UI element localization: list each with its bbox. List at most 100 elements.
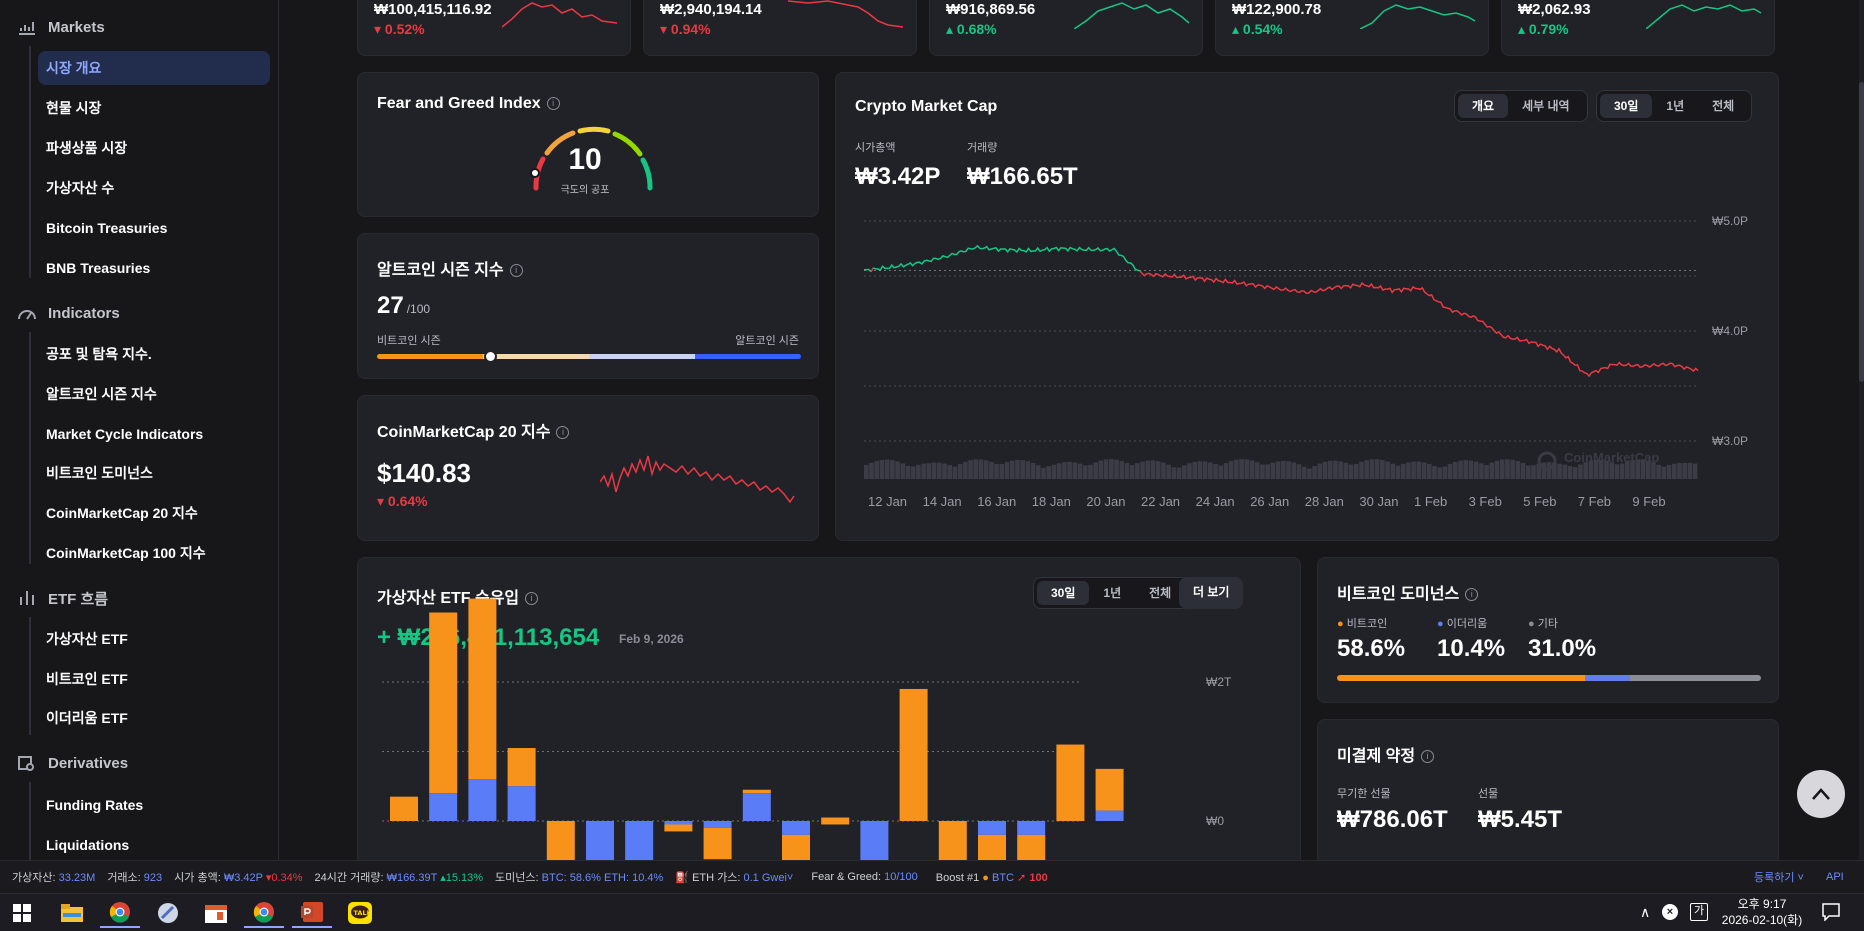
volume-bar [1187, 463, 1192, 479]
tab-breakdown[interactable]: 세부 내역 [1522, 99, 1570, 113]
sidebar-section-indicators[interactable]: Indicators [16, 299, 120, 327]
sidebar-item-cmc100[interactable]: CoinMarketCap 100 지수 [46, 545, 206, 561]
api-link[interactable]: API [1826, 871, 1844, 883]
calendar-app-icon[interactable] [196, 898, 236, 928]
etf-flow-chart[interactable]: ₩2T ₩0 [358, 558, 1302, 860]
status-volume[interactable]: ₩166.39T [386, 872, 438, 884]
tab-overview[interactable]: 개요 [1458, 94, 1509, 118]
ticker-card[interactable]: ₩916,869.56 ▴ 0.68% [929, 0, 1203, 56]
btc-flow-bar [507, 748, 536, 787]
ime-icon[interactable]: 가 [1690, 903, 1708, 921]
info-icon[interactable]: i [525, 592, 539, 606]
btc-flow-bar [1095, 768, 1124, 811]
volume-bar [1056, 463, 1062, 479]
altseason-card[interactable]: 알트코인 시즌 지수 i 27/100 비트코인 시즌 알트코인 시즌 [357, 233, 819, 379]
clock[interactable]: 오후 9:17 2026-02-10(화) [1721, 897, 1803, 927]
volume-bar [1291, 462, 1297, 479]
ticker-card[interactable]: ₩122,900.78 ▴ 0.54% [1215, 0, 1489, 56]
volume-bar [884, 459, 890, 479]
sidebar-section-markets[interactable]: Markets [16, 13, 105, 41]
sidebar-item-btc-dominance[interactable]: 비트코인 도미넌스 [46, 465, 153, 481]
sidebar-item-funding-rates[interactable]: Funding Rates [46, 797, 144, 813]
boost-item[interactable]: Boost #1 ● BTC ➚ 100 [935, 871, 1048, 884]
volume-bar [1254, 462, 1260, 479]
scroll-top-button[interactable] [1797, 770, 1845, 818]
tab-30d[interactable]: 30일 [1037, 581, 1090, 605]
volume-bar [1692, 463, 1698, 479]
etf-flow-card[interactable]: 가상자산 ETF 순유입 i 30일 1년 전체 더 보기 + ₩296,471,… [357, 557, 1301, 860]
status-gas[interactable]: 0.1 Gwei [743, 872, 787, 884]
dominance-card[interactable]: 비트코인 도미넌스 i ● 비트코인 58.6% ● 이더리움 10.4% ● 기… [1317, 557, 1779, 703]
sidebar-item-crypto-etf[interactable]: 가상자산 ETF [46, 631, 128, 647]
sidebar-item-asset-count[interactable]: 가상자산 수 [46, 180, 115, 196]
tab-30d[interactable]: 30일 [1600, 94, 1653, 118]
app-icon[interactable] [148, 898, 188, 928]
sidebar-item-ethereum-etf[interactable]: 이더리움 ETF [46, 710, 128, 726]
info-icon[interactable]: i [546, 97, 560, 111]
info-icon[interactable]: i [556, 426, 570, 440]
eth-flow-bar [1095, 810, 1124, 821]
divider [29, 332, 31, 564]
sidebar-item-spot[interactable]: 현물 시장 [46, 100, 102, 116]
derivatives-icon [16, 752, 38, 774]
sidebar-item-fear-greed[interactable]: 공포 및 탐욕 지수. [46, 346, 152, 362]
sidebar-item-derivatives-market[interactable]: 파생상품 시장 [46, 140, 128, 156]
sidebar-item-bitcoin-treasuries[interactable]: Bitcoin Treasuries [46, 220, 168, 236]
sidebar-item-market-cycle[interactable]: Market Cycle Indicators [46, 426, 204, 442]
sidebar-item-bnb-treasuries[interactable]: BNB Treasuries [46, 260, 151, 276]
cmc20-card[interactable]: CoinMarketCap 20 지수 i $140.83 ▾ 0.64% [357, 395, 819, 541]
fear-greed-card[interactable]: Fear and Greed Index i 10 극도의 공포 [357, 72, 819, 217]
status-fear-greed[interactable]: 10/100 [884, 871, 918, 883]
status-exchanges[interactable]: 923 [143, 872, 163, 884]
status-dominance[interactable]: BTC: 58.6% ETH: 10.4% [541, 872, 664, 884]
view-toggle: 개요 세부 내역 [1454, 90, 1588, 122]
scrollbar-track[interactable] [1859, 0, 1864, 860]
powerpoint-icon[interactable] [292, 898, 332, 928]
info-icon[interactable]: i [509, 264, 523, 278]
price-line-down [870, 267, 874, 273]
chevron-up-icon[interactable]: ∧ [1640, 904, 1651, 920]
sidebar-item-bitcoin-etf[interactable]: 비트코인 ETF [46, 671, 128, 687]
volume-bar [1208, 462, 1213, 479]
tab-1y[interactable]: 1년 [1666, 99, 1685, 113]
notification-icon[interactable] [1822, 903, 1840, 926]
sidebar-section-derivatives[interactable]: Derivatives [16, 749, 128, 777]
ticker-card[interactable]: ₩2,062.93 ▴ 0.79% [1501, 0, 1775, 56]
ticker-card[interactable]: ₩100,415,116.92 ▾ 0.52% [357, 0, 631, 56]
info-icon[interactable]: i [1421, 750, 1435, 764]
sidebar-section-etf[interactable]: ETF 흐름 [16, 584, 108, 612]
sidebar-item-market-overview[interactable]: 시장 개요 [38, 51, 270, 85]
altseason-value-row: 27/100 [377, 292, 430, 320]
sidebar-item-cmc20[interactable]: CoinMarketCap 20 지수 [46, 505, 198, 521]
ticker-card[interactable]: ₩2,940,194.14 ▾ 0.94% [643, 0, 917, 56]
volume-bar [978, 459, 984, 479]
tab-all[interactable]: 전체 [1712, 99, 1735, 113]
login-link[interactable]: 등록하기 ˅ [1754, 872, 1804, 884]
tab-all[interactable]: 전체 [1149, 586, 1172, 600]
chevron-down-icon[interactable]: ˅ [786, 872, 794, 884]
close-circle-icon[interactable]: × [1662, 904, 1678, 920]
ticker-sparkline [1646, 4, 1762, 29]
kakaotalk-icon[interactable]: TALK [340, 898, 380, 928]
status-assets[interactable]: 33.23M [58, 872, 96, 884]
more-button[interactable]: 더 보기 [1179, 577, 1244, 609]
card-title: CoinMarketCap 20 지수 i [377, 418, 570, 442]
chrome-icon-2[interactable] [244, 898, 284, 928]
scrollbar-thumb[interactable] [1859, 82, 1864, 382]
windows-start-icon[interactable] [2, 898, 42, 928]
file-explorer-icon[interactable] [52, 898, 92, 928]
volume-bar [1046, 466, 1052, 479]
status-mcap[interactable]: ₩3.42P [223, 872, 263, 884]
tab-1y[interactable]: 1년 [1103, 586, 1122, 600]
chrome-icon[interactable] [100, 898, 140, 928]
volume-bar [1004, 462, 1010, 479]
market-cap-card[interactable]: Crypto Market Cap 개요 세부 내역 30일 1년 전체 시가총… [835, 72, 1779, 541]
sidebar-item-liquidations[interactable]: Liquidations [46, 837, 130, 853]
market-cap-chart[interactable]: ₩5.0P ₩4.0P ₩3.0P 12 Jan 14 Jan 16 Jan 18 Jan 2… [836, 73, 1780, 542]
volume-bar [1103, 459, 1109, 479]
ticker-price: ₩100,415,116.92 [374, 1, 492, 18]
info-icon[interactable]: i [1465, 588, 1479, 602]
sidebar-item-altseason[interactable]: 알트코인 시즌 지수 [46, 386, 157, 402]
open-interest-card[interactable]: 미결제 약정 i 무기한 선물 ₩786.06T 선물 ₩5.45T [1317, 719, 1779, 860]
ticker-price: ₩2,940,194.14 [660, 1, 762, 18]
